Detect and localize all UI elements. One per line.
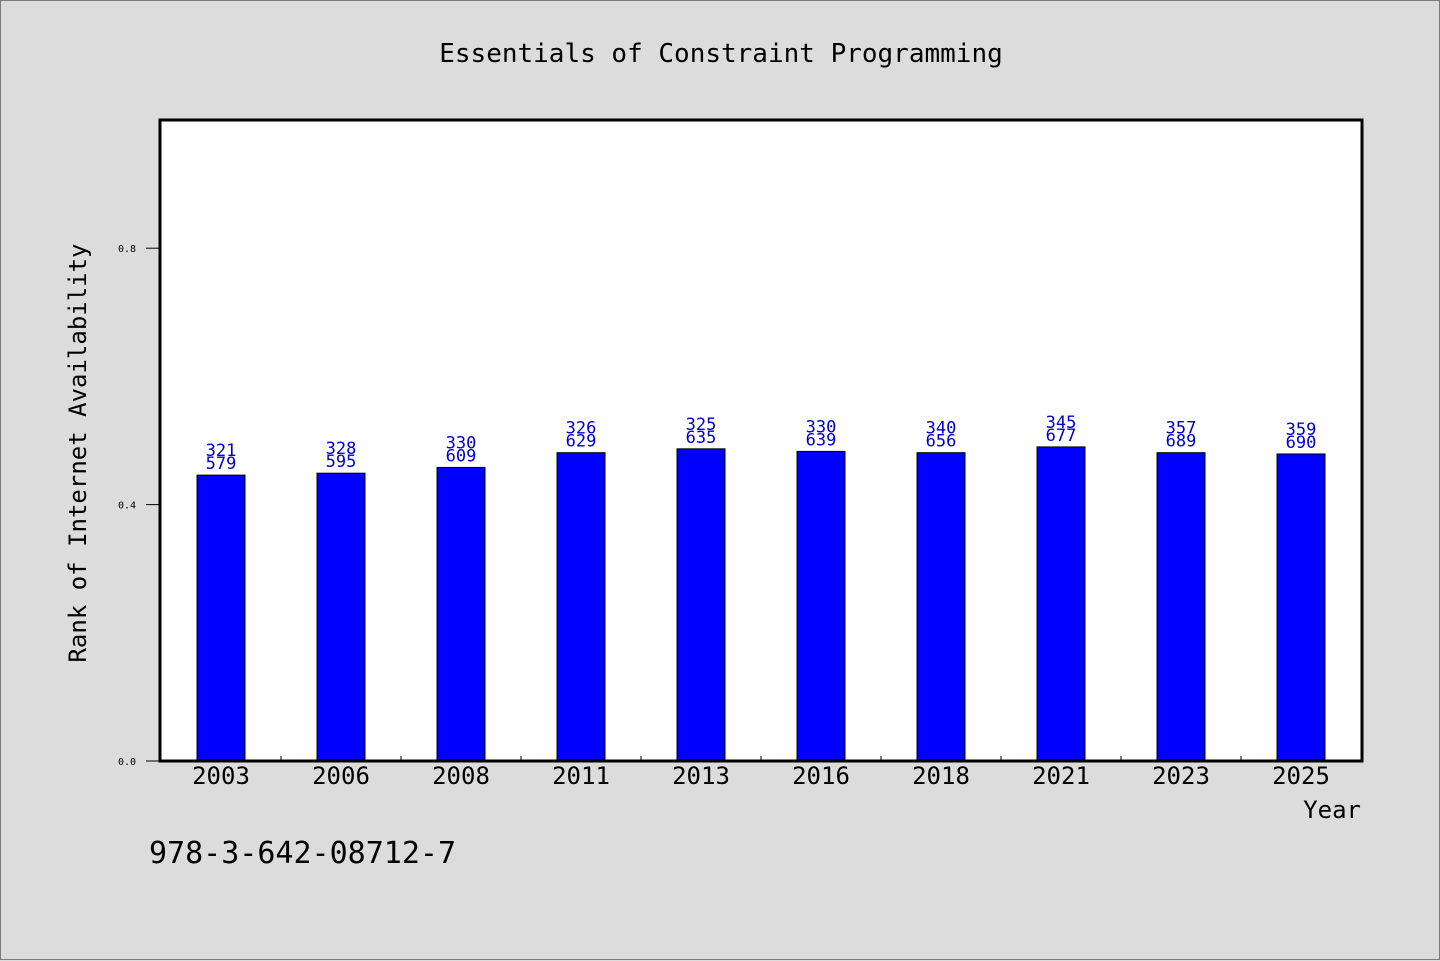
bar — [1036, 446, 1086, 760]
data-label-lower: 690 — [1286, 433, 1317, 453]
x-tick-label: 2025 — [1272, 762, 1330, 790]
bar — [796, 450, 846, 760]
bar — [676, 448, 726, 760]
data-label-upper: 321 — [206, 441, 237, 461]
x-tick-label: 2023 — [1152, 762, 1210, 790]
data-label-lower: 629 — [566, 432, 597, 452]
x-tick-label: 2008 — [432, 762, 490, 790]
bar-series — [196, 446, 1326, 760]
data-label-upper: 340 — [926, 419, 957, 439]
x-tick-label: 2006 — [312, 762, 370, 790]
bar — [1276, 453, 1326, 760]
x-tick-label: 2016 — [792, 762, 850, 790]
bar — [916, 452, 966, 760]
data-label-lower: 656 — [926, 432, 957, 452]
data-label-upper: 345 — [1046, 413, 1077, 433]
data-label-lower: 639 — [806, 430, 837, 450]
data-label-upper: 357 — [1166, 419, 1197, 439]
data-label-upper: 330 — [806, 417, 837, 437]
data-label-upper: 359 — [1286, 420, 1317, 440]
data-label-lower: 579 — [206, 454, 237, 474]
bar — [556, 452, 606, 760]
data-label-upper: 326 — [566, 419, 597, 439]
data-label-upper: 325 — [686, 415, 717, 435]
y-tick-label: 0.4 — [118, 501, 136, 512]
data-label-upper: 328 — [326, 439, 357, 459]
bar — [316, 472, 366, 760]
data-labels: 3215793285953306093266293256353306393406… — [206, 413, 1317, 474]
y-tick-label: 0.0 — [118, 757, 136, 768]
data-label-lower: 609 — [446, 446, 477, 466]
bar — [436, 466, 486, 760]
bar — [196, 474, 246, 760]
data-label-lower: 595 — [326, 452, 357, 472]
x-axis-title: Year — [1303, 796, 1361, 824]
x-tick-label: 2018 — [912, 762, 970, 790]
chart-title: Essentials of Constraint Programming — [439, 39, 1003, 69]
data-label-lower: 677 — [1046, 426, 1077, 446]
data-label-lower: 635 — [686, 428, 717, 448]
x-axis: 2003 2006 2008 2011 2013 2016 2018 2021 2023 2025 — [192, 756, 1330, 790]
y-axis: 0.0 0.4 0.8 — [118, 244, 160, 768]
isbn-text: 978-3-642-08712-7 — [149, 836, 456, 871]
data-label-upper: 330 — [446, 433, 477, 453]
bar — [1156, 452, 1206, 760]
data-label-lower: 689 — [1166, 432, 1197, 452]
x-tick-label: 2011 — [552, 762, 610, 790]
x-tick-label: 2003 — [192, 762, 250, 790]
y-axis-title: Rank of Internet Availability — [64, 243, 92, 662]
x-tick-label: 2021 — [1032, 762, 1090, 790]
y-tick-label: 0.8 — [118, 244, 136, 255]
x-tick-label: 2013 — [672, 762, 730, 790]
